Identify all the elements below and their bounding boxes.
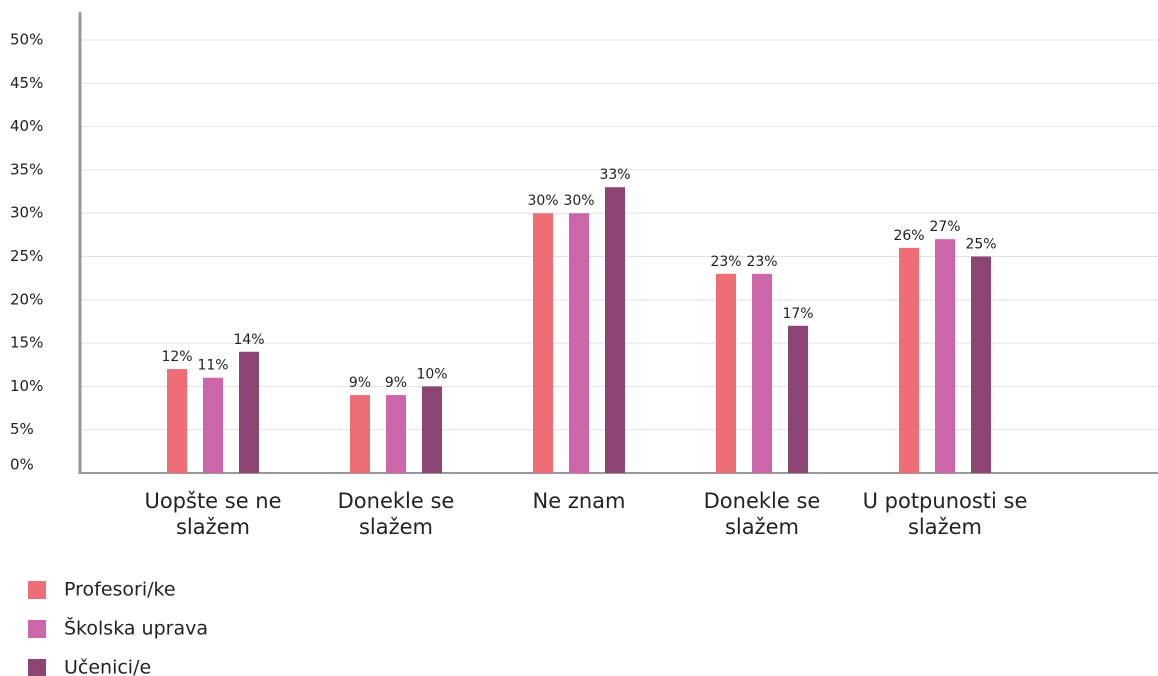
y-tick-label: 20% (10, 290, 43, 308)
bar (752, 273, 772, 473)
y-tick-label: 25% (10, 247, 43, 265)
bar (971, 256, 991, 473)
x-tick-label: Donekle se slažem (337, 489, 455, 539)
legend-label: Učenici/e (64, 657, 151, 676)
bar (350, 395, 370, 473)
bar (788, 325, 808, 473)
bar (203, 377, 223, 473)
x-tick-label: Uopšte se ne slažem (144, 489, 282, 539)
legend-swatch (28, 620, 46, 638)
bar (899, 247, 919, 473)
y-tick-label: 5% (10, 420, 34, 438)
data-label: 27% (929, 219, 960, 235)
data-label: 25% (965, 237, 996, 253)
x-tick-label: U potpunosti se slažem (862, 489, 1028, 539)
bar (239, 351, 259, 473)
bar (167, 369, 187, 473)
data-label: 9% (385, 375, 407, 391)
data-label: 17% (782, 306, 813, 322)
legend-swatch (28, 659, 46, 676)
data-label: 10% (416, 366, 447, 382)
bar (716, 273, 736, 473)
data-label: 11% (197, 358, 228, 374)
legend-swatch (28, 581, 46, 599)
y-tick-label: 15% (10, 334, 43, 352)
x-tick-label: Donekle se slažem (703, 489, 821, 539)
data-label: 26% (893, 228, 924, 244)
y-tick-label: 45% (10, 74, 43, 92)
data-label: 30% (563, 193, 594, 209)
bar (386, 395, 406, 473)
data-label: 33% (599, 167, 630, 183)
bar (569, 213, 589, 473)
legend-label: Školska uprava (64, 616, 208, 640)
data-label: 23% (746, 254, 777, 270)
y-tick-label: 40% (10, 117, 43, 135)
legend-label: Profesori/ke (64, 579, 176, 601)
bar (533, 213, 553, 473)
bar (935, 239, 955, 473)
y-tick-label: 50% (10, 31, 43, 49)
y-tick-label: 0% (10, 456, 34, 474)
data-label: 9% (349, 375, 371, 391)
data-label: 23% (710, 254, 741, 270)
y-tick-label: 10% (10, 377, 43, 395)
data-label: 12% (161, 349, 192, 365)
data-label: 30% (527, 193, 558, 209)
bar (422, 386, 442, 473)
data-label: 14% (233, 332, 264, 348)
y-tick-label: 35% (10, 160, 43, 178)
y-tick-label: 30% (10, 204, 43, 222)
x-tick-label: Ne znam (532, 489, 626, 513)
bar (605, 187, 625, 473)
